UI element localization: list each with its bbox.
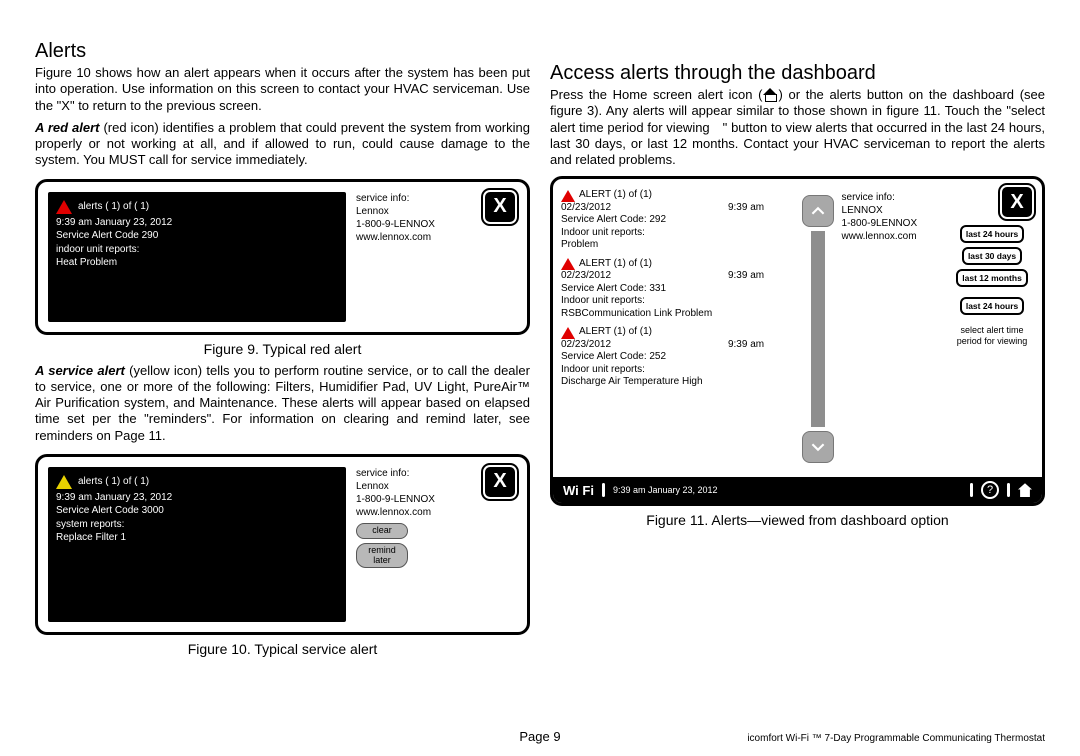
figure-11-caption: Figure 11. Alerts—viewed from dashboard … <box>550 512 1045 528</box>
period-last-12m[interactable]: last 12 months <box>956 269 1028 287</box>
figure-10-caption: Figure 10. Typical service alert <box>35 641 530 657</box>
alert-triangle-yellow-icon <box>56 475 72 489</box>
alert-triangle-red-icon <box>561 327 575 339</box>
close-button[interactable]: X <box>483 465 517 499</box>
alert-triangle-red-icon <box>561 258 575 270</box>
period-label: select alert time period for viewing <box>950 325 1034 347</box>
separator-icon <box>1007 483 1010 497</box>
wifi-label: Wi Fi <box>563 483 594 498</box>
home-icon[interactable] <box>1018 483 1032 497</box>
period-last-30d[interactable]: last 30 days <box>962 247 1022 265</box>
scroll-up-button[interactable] <box>802 195 834 227</box>
figure-10-device: alerts ( 1) of ( 1) 9:39 am January 23, … <box>35 454 530 635</box>
time-period-column: last 24 hours last 30 days last 12 month… <box>950 187 1034 477</box>
dashboard-footer: Wi Fi 9:39 am January 23, 2012 ? <box>553 477 1042 503</box>
home-alert-icon <box>763 88 777 100</box>
service-info: service info: Lennox 1-800-9-LENNOX www.… <box>356 192 461 322</box>
scroll-down-button[interactable] <box>802 431 834 463</box>
scroll-column <box>800 187 835 477</box>
chevron-up-icon <box>811 204 825 218</box>
clear-button[interactable]: clear <box>356 523 408 539</box>
help-icon[interactable]: ? <box>981 481 999 499</box>
left-column: Alerts Figure 10 shows how an alert appe… <box>35 40 530 663</box>
figure-11-device: ALERT (1) of (1)02/23/20129:39 amService… <box>550 176 1045 506</box>
close-button[interactable]: X <box>1000 185 1034 219</box>
service-alert-card: alerts ( 1) of ( 1) 9:39 am January 23, … <box>48 467 346 622</box>
close-button[interactable]: X <box>483 190 517 224</box>
period-last-24h[interactable]: last 24 hours <box>960 225 1024 243</box>
chevron-down-icon <box>811 440 825 454</box>
alert-row: ALERT (1) of (1)02/23/20129:39 amService… <box>561 324 794 393</box>
alert-triangle-red-icon <box>561 190 575 202</box>
alert-row: ALERT (1) of (1)02/23/20129:39 amService… <box>561 187 794 256</box>
alert-list: ALERT (1) of (1)02/23/20129:39 amService… <box>561 187 794 477</box>
red-alert-card: alerts ( 1) of ( 1) 9:39 am January 23, … <box>48 192 346 322</box>
red-alert-para: A red alert (red icon) identifies a prob… <box>35 120 530 169</box>
footer-timestamp: 9:39 am January 23, 2012 <box>613 485 718 495</box>
product-name: icomfort Wi-Fi ™ 7-Day Programmable Comm… <box>747 733 1045 744</box>
service-alert-para: A service alert (yellow icon) tells you … <box>35 363 530 444</box>
dashboard-intro: Press the Home screen alert icon () or t… <box>550 87 1045 168</box>
figure-9-device: alerts ( 1) of ( 1) 9:39 am January 23, … <box>35 179 530 335</box>
alert-row: ALERT (1) of (1)02/23/20129:39 amService… <box>561 256 794 325</box>
figure-9-caption: Figure 9. Typical red alert <box>35 341 530 357</box>
service-info: service info: LENNOX 1-800-9LENNOX www.l… <box>842 187 945 477</box>
alerts-intro: Figure 10 shows how an alert appears whe… <box>35 65 530 114</box>
alert-triangle-red-icon <box>56 200 72 214</box>
remind-later-button[interactable]: remind later <box>356 543 408 569</box>
scroll-track[interactable] <box>811 231 825 427</box>
separator-icon <box>602 483 605 497</box>
alerts-heading: Alerts <box>35 40 530 63</box>
period-selected[interactable]: last 24 hours <box>960 297 1024 315</box>
dashboard-heading: Access alerts through the dashboard <box>550 62 1045 85</box>
separator-icon <box>970 483 973 497</box>
service-info: service info: Lennox 1-800-9-LENNOX www.… <box>356 467 461 622</box>
right-column: Access alerts through the dashboard Pres… <box>550 40 1045 663</box>
